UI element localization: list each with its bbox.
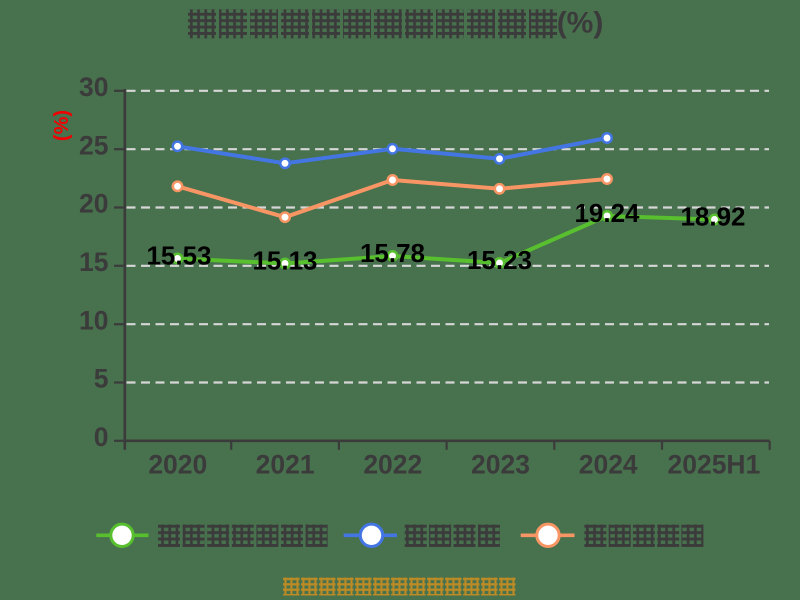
svg-text:5: 5	[94, 364, 109, 394]
svg-text:2020: 2020	[148, 450, 207, 480]
svg-text:10: 10	[79, 305, 108, 335]
svg-text:2021: 2021	[256, 450, 315, 480]
svg-text:2025H1: 2025H1	[667, 450, 760, 480]
svg-text:20: 20	[79, 189, 108, 219]
svg-text:19.24: 19.24	[574, 198, 640, 228]
svg-text:2022: 2022	[363, 450, 422, 480]
svg-text:15.78: 15.78	[360, 238, 425, 268]
svg-text:0: 0	[94, 422, 109, 452]
svg-text:15.13: 15.13	[252, 245, 317, 275]
svg-text:2024: 2024	[579, 450, 638, 480]
svg-text:(%): (%)	[51, 110, 73, 141]
svg-text:(%): (%)	[557, 7, 604, 40]
svg-text:30: 30	[79, 72, 108, 102]
svg-text:15.23: 15.23	[467, 245, 532, 275]
svg-text:2023: 2023	[471, 450, 530, 480]
svg-text:18.92: 18.92	[680, 201, 745, 231]
svg-text:15.53: 15.53	[146, 240, 211, 270]
svg-text:15: 15	[79, 247, 108, 277]
svg-text:25: 25	[79, 130, 108, 160]
